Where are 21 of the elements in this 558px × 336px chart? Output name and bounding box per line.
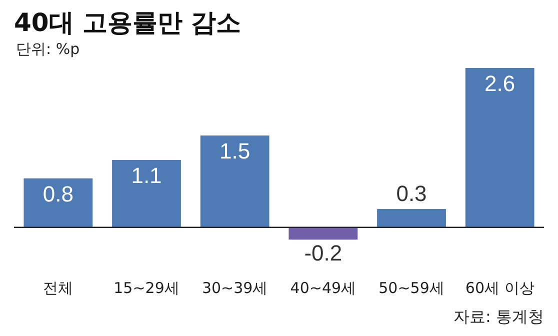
x-tick-label: 60세 이상 [465,278,534,297]
x-tick-label: 전체 [43,278,74,297]
x-tick-label: 50~59세 [378,278,444,297]
x-tick-label: 40~49세 [290,278,356,297]
bar [377,209,446,228]
bar [465,68,534,228]
text: 자료: 통계청 [454,307,544,328]
data-label: 0.8 [42,181,74,206]
bar [288,227,358,240]
bar [112,160,181,228]
x-tick-label: 30~39세 [202,278,268,297]
data-label: 2.6 [484,71,516,96]
chart-title: 40대 고용률만 감소 [14,7,242,39]
data-label: 1.5 [220,138,250,164]
data-label: 0.3 [396,181,427,206]
data-label: -0.2 [304,240,342,266]
chart-subtitle: 단위: %p [16,40,80,59]
data-label: 1.1 [131,163,162,188]
bar [24,178,93,228]
x-tick-label: 15~29세 [114,278,180,297]
bar [200,135,270,228]
